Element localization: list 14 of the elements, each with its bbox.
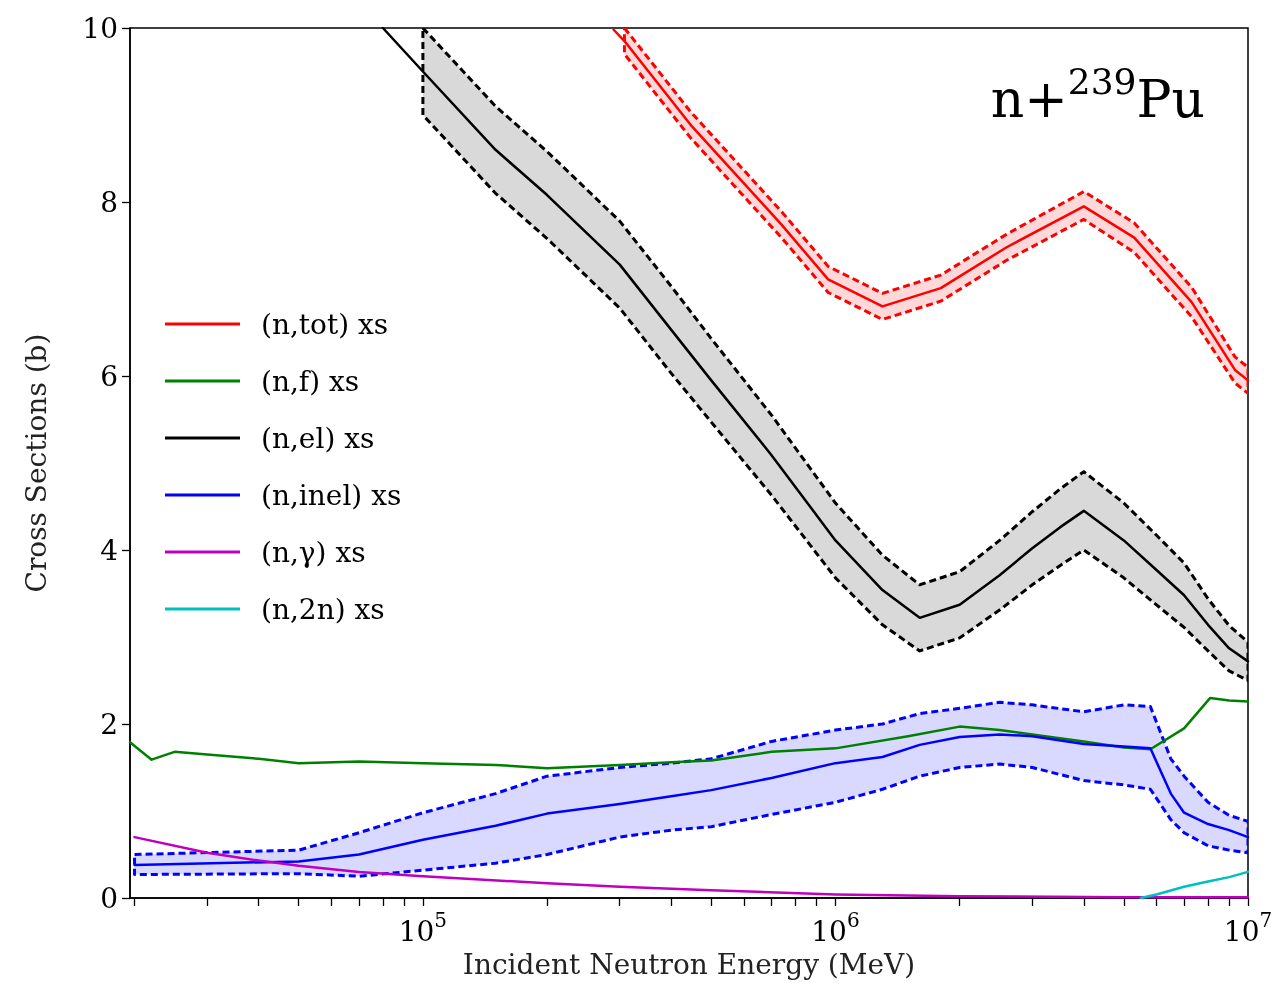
legend-label: (n,f) xs [261,364,360,398]
y-tick-label: 10 [82,11,118,45]
y-tick-label: 0 [100,881,118,915]
x-axis-title: Incident Neutron Energy (MeV) [462,947,916,981]
y-tick-label: 4 [100,533,118,567]
y-tick-label: 6 [100,359,118,393]
legend-label: (n,γ) xs [261,535,366,569]
legend-label: (n,el) xs [261,421,375,455]
y-tick-label: 2 [100,707,118,741]
legend-label: (n,2n) xs [261,592,385,626]
y-tick-label: 8 [100,185,118,219]
y-axis-title: Cross Sections (b) [19,333,53,593]
legend-label: (n,inel) xs [261,478,402,512]
legend-label: (n,tot) xs [261,307,389,341]
